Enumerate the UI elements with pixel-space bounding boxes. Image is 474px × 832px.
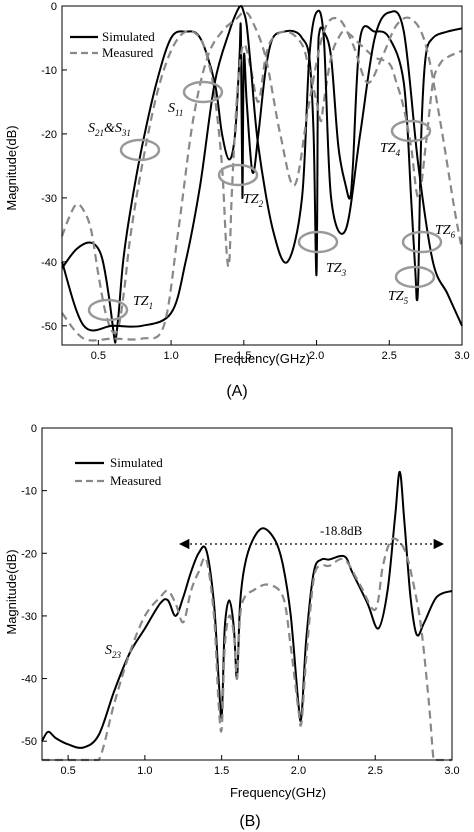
x-tick-label: 1.5 bbox=[214, 765, 229, 777]
tz6-marker bbox=[401, 230, 443, 254]
x-tick-label: 1.5 bbox=[236, 350, 251, 362]
x-tick-label: 3.0 bbox=[454, 350, 469, 362]
series-measured-line bbox=[41, 537, 452, 762]
y-tick-label: -20 bbox=[41, 129, 57, 141]
x-tick-label: 1.0 bbox=[163, 350, 178, 362]
chart-a-ylabel: Magnitude(dB) bbox=[4, 125, 19, 210]
y-tick-label: -10 bbox=[41, 65, 57, 77]
y-tick-label: -30 bbox=[41, 193, 57, 205]
chart-b-series bbox=[41, 470, 453, 762]
chart-a-annotations bbox=[87, 80, 443, 322]
legend-measured-label: Measured bbox=[102, 45, 154, 60]
tz5-label: TZ5 bbox=[388, 289, 409, 306]
series-extra-2-line bbox=[61, 5, 463, 332]
chart-a-panel-label: (A) bbox=[226, 383, 247, 400]
x-tick-label: 2.5 bbox=[368, 765, 383, 777]
s21-s31-label: S21&S31 bbox=[88, 121, 131, 138]
y-tick-label: -40 bbox=[41, 257, 57, 269]
x-tick-label: 2.5 bbox=[382, 350, 397, 362]
chart-a-xlabel: Frequency(GHz) bbox=[214, 351, 310, 366]
y-tick-label: -40 bbox=[21, 674, 37, 686]
tz2-label: TZ2 bbox=[243, 192, 264, 209]
x-tick-label: 0.5 bbox=[91, 350, 106, 362]
chart-a: 0.5 1.0 1.5 2.0 2.5 3.0 0 -10 -20 -30 -40 -50 Simul… bbox=[4, 1, 470, 400]
legend-measured-label: Measured bbox=[110, 473, 162, 488]
tz3-marker bbox=[297, 230, 339, 254]
tz1-label: TZ1 bbox=[133, 294, 153, 311]
y-tick-label: -50 bbox=[21, 736, 37, 748]
tz1-marker bbox=[87, 298, 129, 322]
series-extra-3-line bbox=[61, 11, 464, 342]
chart-a-series bbox=[60, 5, 464, 344]
tz6-label: TZ6 bbox=[435, 223, 456, 240]
tz4-marker bbox=[390, 119, 432, 143]
chart-b: 0.5 1.0 1.5 2.0 2.5 3.0 0 -10 -20 -30 -40 -50 Simul… bbox=[4, 423, 460, 830]
y-tick-label: -30 bbox=[21, 611, 37, 623]
y-tick-label: -50 bbox=[41, 321, 57, 333]
series-measured-line bbox=[60, 29, 463, 335]
tz2-marker bbox=[217, 163, 259, 187]
legend-simulated-label: Simulated bbox=[102, 29, 155, 44]
chart-b-legend: Simulated Measured bbox=[75, 455, 163, 488]
chart-a-frame bbox=[61, 5, 463, 346]
chart-b-ylabel: Magnitude(dB) bbox=[4, 549, 19, 634]
s23-label: S23 bbox=[105, 643, 122, 660]
y-tick-label: -20 bbox=[21, 548, 37, 560]
chart-b-frame bbox=[41, 427, 453, 761]
x-tick-label: 2.0 bbox=[291, 765, 306, 777]
x-tick-label: 2.0 bbox=[309, 350, 324, 362]
s21-s31-marker bbox=[119, 138, 161, 162]
level-label: -18.8dB bbox=[320, 523, 363, 538]
y-tick-label: -10 bbox=[21, 486, 37, 498]
legend-simulated-label: Simulated bbox=[110, 455, 163, 470]
tz3-label: TZ3 bbox=[326, 261, 347, 278]
chart-a-legend: Simulated Measured bbox=[70, 29, 155, 60]
tz4-label: TZ4 bbox=[380, 141, 401, 158]
s11-marker bbox=[182, 80, 224, 104]
chart-b-panel-label: (B) bbox=[239, 813, 260, 830]
y-tick-label: 0 bbox=[31, 423, 37, 435]
x-tick-label: 1.0 bbox=[137, 765, 152, 777]
tz5-marker bbox=[394, 265, 436, 289]
x-tick-label: 3.0 bbox=[444, 765, 459, 777]
x-tick-label: 0.5 bbox=[60, 765, 75, 777]
y-tick-label: 0 bbox=[51, 1, 57, 13]
series-simulated-line bbox=[41, 470, 453, 749]
chart-b-xlabel: Frequency(GHz) bbox=[230, 785, 326, 800]
s11-label: S11 bbox=[168, 101, 183, 118]
